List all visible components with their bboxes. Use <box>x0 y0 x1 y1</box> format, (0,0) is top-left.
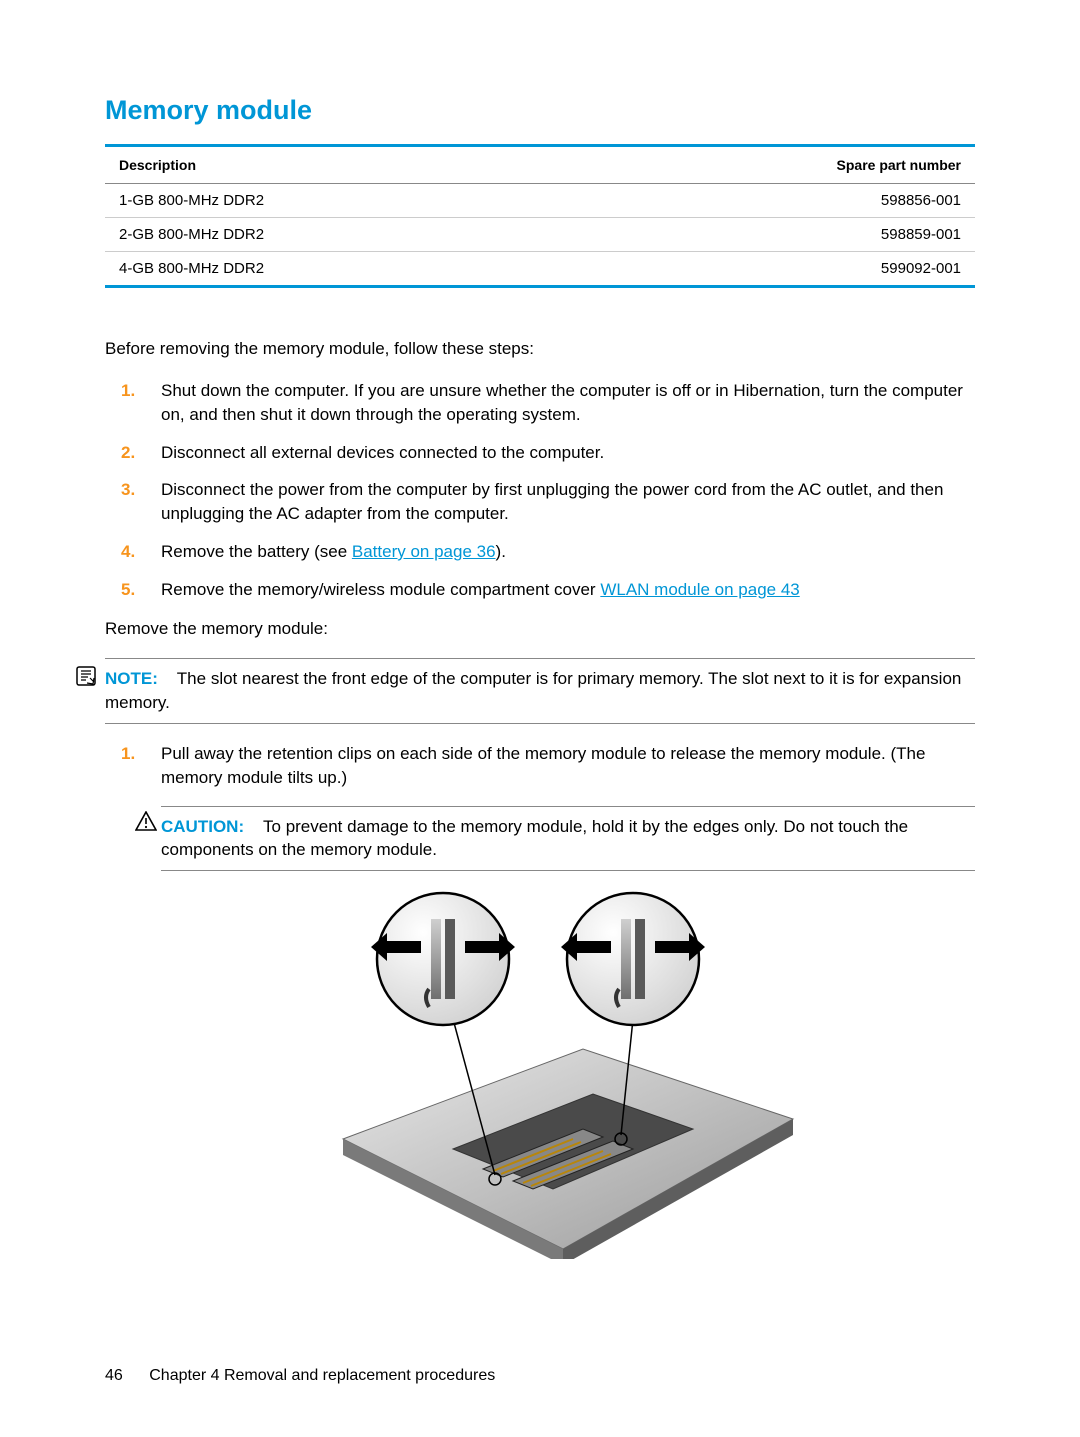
step-number: 3. <box>121 478 135 502</box>
caution-body: To prevent damage to the memory module, … <box>161 817 908 860</box>
th-description: Description <box>105 146 567 184</box>
note-body: The slot nearest the front edge of the c… <box>105 669 961 712</box>
caution-sp <box>249 817 263 836</box>
intro-text: Before removing the memory module, follo… <box>105 338 975 361</box>
step-text: Disconnect all external devices connecte… <box>161 443 604 462</box>
caution-callout: CAUTION: To prevent damage to the memory… <box>161 806 975 872</box>
cell-part: 599092-001 <box>567 252 975 287</box>
section-heading: Memory module <box>105 95 975 126</box>
list-item: 3. Disconnect the power from the compute… <box>105 478 975 526</box>
chapter-title: Chapter 4 Removal and replacement proced… <box>149 1367 495 1384</box>
list-item: 4. Remove the battery (see Battery on pa… <box>105 540 975 564</box>
page: Memory module Description Spare part num… <box>0 0 1080 1437</box>
battery-link[interactable]: Battery on page 36 <box>352 542 496 561</box>
list-item: 1. Shut down the computer. If you are un… <box>105 379 975 427</box>
list-item: 2. Disconnect all external devices conne… <box>105 441 975 465</box>
note-label: NOTE: <box>105 669 158 688</box>
remove-intro: Remove the memory module: <box>105 618 975 641</box>
memory-module-figure <box>333 889 803 1259</box>
table-row: 1-GB 800-MHz DDR2 598856-001 <box>105 184 975 218</box>
table-row: 4-GB 800-MHz DDR2 599092-001 <box>105 252 975 287</box>
page-footer: 46 Chapter 4 Removal and replacement pro… <box>105 1367 975 1385</box>
step-number: 1. <box>121 742 135 766</box>
page-number: 46 <box>105 1367 123 1384</box>
caution-label: CAUTION: <box>161 817 244 836</box>
cell-part: 598859-001 <box>567 218 975 252</box>
list-item: 5. Remove the memory/wireless module com… <box>105 578 975 602</box>
th-part-number: Spare part number <box>567 146 975 184</box>
caution-icon <box>135 811 157 839</box>
step-number: 4. <box>121 540 135 564</box>
step-number: 1. <box>121 379 135 403</box>
wlan-link[interactable]: WLAN module on page 43 <box>600 580 799 599</box>
note-callout: NOTE: The slot nearest the front edge of… <box>105 658 975 724</box>
spare-parts-table: Description Spare part number 1-GB 800-M… <box>105 144 975 288</box>
remove-steps-list: 1. Pull away the retention clips on each… <box>105 742 975 790</box>
note-text <box>163 669 177 688</box>
step-text-post: ). <box>496 542 506 561</box>
step-number: 2. <box>121 441 135 465</box>
step-text-pre: Remove the memory/wireless module compar… <box>161 580 600 599</box>
step-text-pre: Remove the battery (see <box>161 542 352 561</box>
cell-desc: 4-GB 800-MHz DDR2 <box>105 252 567 287</box>
step-number: 5. <box>121 578 135 602</box>
step-text: Disconnect the power from the computer b… <box>161 480 943 523</box>
list-item: 1. Pull away the retention clips on each… <box>105 742 975 790</box>
table-row: 2-GB 800-MHz DDR2 598859-001 <box>105 218 975 252</box>
cell-part: 598856-001 <box>567 184 975 218</box>
nested-block: CAUTION: To prevent damage to the memory… <box>161 806 975 1260</box>
cell-desc: 1-GB 800-MHz DDR2 <box>105 184 567 218</box>
pre-steps-list: 1. Shut down the computer. If you are un… <box>105 379 975 602</box>
cell-desc: 2-GB 800-MHz DDR2 <box>105 218 567 252</box>
note-icon <box>75 665 97 694</box>
step-text: Pull away the retention clips on each si… <box>161 744 925 787</box>
step-text: Shut down the computer. If you are unsur… <box>161 381 963 424</box>
